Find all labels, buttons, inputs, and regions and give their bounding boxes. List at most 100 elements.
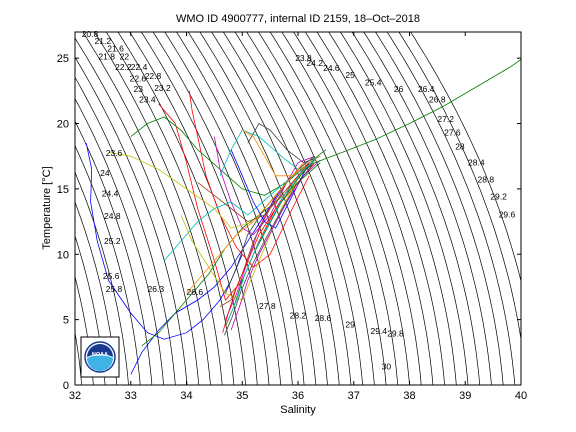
chart-title: WMO ID 4900777, internal ID 2159, 18–Oct…: [176, 13, 420, 25]
y-tick-label: 5: [63, 315, 69, 327]
density-contour-label: 27.6: [444, 127, 461, 137]
density-contour-label: 24.4: [102, 189, 119, 199]
density-contour-label: 26: [394, 84, 404, 94]
density-contour-label: 28.2: [290, 310, 307, 320]
density-contour-label: 23.6: [106, 148, 123, 158]
profile-line: [230, 159, 321, 331]
density-contours: [75, 32, 521, 385]
density-contour-label: 25.8: [106, 284, 123, 294]
density-contour-label: 28: [455, 142, 465, 152]
density-contour-line: [398, 32, 521, 342]
density-contour-label: 24.2: [306, 58, 323, 68]
profile-line: [188, 90, 310, 268]
y-tick-label: 15: [57, 184, 69, 196]
profile-line: [230, 149, 310, 229]
density-contour-label: 29: [345, 320, 355, 330]
density-contour-line: [75, 171, 129, 385]
density-contour-line: [293, 32, 422, 385]
density-contour-label: 23.2: [154, 83, 171, 93]
density-contour-line: [75, 234, 106, 385]
x-tick-label: 36: [292, 390, 304, 402]
density-contour-line: [328, 32, 457, 385]
logo-sky: [87, 344, 113, 357]
density-contour-line: [304, 32, 434, 385]
density-contour-label: 28.4: [468, 157, 485, 167]
density-contour-label: 26.8: [429, 95, 446, 105]
density-contour-line: [94, 32, 223, 385]
density-contour-label: 20.8: [82, 29, 99, 39]
density-contour-label: 26.6: [187, 287, 204, 297]
profile-line: [186, 162, 304, 294]
density-contour-line: [363, 32, 492, 385]
density-contour-label: 28.6: [315, 313, 332, 323]
density-contour-line: [375, 32, 504, 385]
profile-series: [85, 59, 521, 375]
density-contour-label: 21.6: [107, 44, 124, 54]
density-contour-line: [386, 32, 516, 385]
x-tick-label: 34: [180, 390, 192, 402]
density-contour-label: 27.8: [259, 301, 276, 311]
profile-line: [85, 143, 243, 340]
density-contour-label: 26.3: [148, 284, 165, 294]
density-contour-label: 25.2: [104, 236, 121, 246]
density-contour-line: [222, 32, 352, 385]
y-axis-label: Temperature [°C]: [41, 166, 53, 249]
density-contour-line: [211, 32, 340, 385]
density-contour-line: [269, 32, 399, 385]
density-contour-line: [246, 32, 375, 385]
density-contour-line: [75, 120, 153, 385]
density-contour-line: [75, 97, 164, 385]
density-contour-line: [339, 32, 469, 385]
profile-line: [314, 59, 521, 164]
density-contour-line: [258, 32, 387, 385]
density-contour-label: 29.6: [499, 210, 516, 220]
density-contour-label: 25.4: [365, 78, 382, 88]
density-contour-label: 28.8: [478, 174, 495, 184]
density-contour-label: 29.2: [490, 191, 507, 201]
plot-area: [75, 32, 521, 385]
density-contour-label: 30: [382, 361, 392, 371]
x-tick-label: 32: [69, 390, 81, 402]
y-tick-label: 25: [57, 53, 69, 65]
logo-text: NOAA: [92, 352, 108, 358]
density-contour-line: [75, 144, 141, 385]
logo-wave: [87, 355, 113, 371]
x-tick-label: 38: [403, 390, 415, 402]
density-contour-line: [75, 275, 94, 385]
density-contour-label: 22: [120, 52, 130, 62]
density-contour-label: 22.4: [131, 62, 148, 72]
density-contour-line: [199, 32, 328, 385]
density-contour-label: 24: [100, 168, 110, 178]
density-contour-line: [410, 32, 521, 283]
density-contour-line: [140, 32, 270, 385]
y-tick-label: 20: [57, 119, 69, 131]
profile-line: [247, 122, 321, 164]
density-contour-label: 27.2: [437, 114, 454, 124]
profile-line: [225, 159, 315, 327]
x-tick-label: 40: [515, 390, 527, 402]
density-contour-label: 22.2: [115, 62, 132, 72]
density-contour-line: [164, 32, 293, 385]
x-tick-label: 33: [125, 390, 137, 402]
density-contour-line: [75, 56, 188, 385]
density-contour-line: [75, 76, 176, 385]
density-contour-line: [82, 32, 211, 385]
density-contour-label: 21.2: [95, 36, 112, 46]
y-tick-label: 0: [63, 380, 69, 392]
density-contour-label: 25.6: [103, 271, 120, 281]
density-contour-line: [117, 32, 246, 385]
profile-line: [227, 155, 318, 320]
density-contour-label: 25: [345, 70, 355, 80]
density-contour-label: 24.8: [104, 211, 121, 221]
density-contour-label: 22.8: [145, 71, 162, 81]
noaa-logo: NOAA: [80, 336, 120, 378]
density-contour-label: 22.6: [130, 74, 147, 84]
axis-ticks: 32 33 34 35 36 37 38 39 40 0 5 10 15 20 25: [57, 32, 527, 402]
density-contour-label: 23.4: [139, 95, 156, 105]
density-contour-label: 29.8: [387, 329, 404, 339]
plot-frame: [74, 31, 522, 386]
x-tick-label: 37: [348, 390, 360, 402]
density-contour-line: [351, 32, 481, 385]
